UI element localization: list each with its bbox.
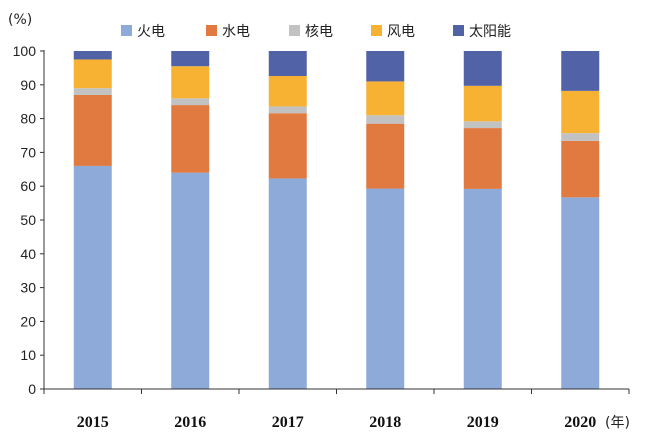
legend-label: 水电 — [222, 24, 250, 40]
bar-segment — [268, 106, 307, 114]
bar-segment — [171, 98, 210, 106]
bar-segment — [268, 51, 307, 77]
bar-segment — [366, 51, 405, 82]
x-tick-label: 2020 — [564, 414, 596, 431]
bar-segment — [366, 81, 405, 116]
bar-segment — [463, 51, 502, 86]
bars — [73, 51, 600, 389]
y-tick-label: 20 — [20, 313, 36, 329]
bar-segment — [73, 59, 112, 89]
bar-segment — [463, 128, 502, 189]
bar-segment — [463, 188, 502, 389]
bar-segment — [366, 115, 405, 124]
axes — [43, 50, 629, 390]
y-tick-label: 100 — [13, 43, 37, 59]
x-tick-label: 2019 — [467, 414, 499, 431]
y-tick-label: 60 — [20, 178, 36, 194]
legend-label: 风电 — [387, 24, 415, 40]
bar-segment — [268, 76, 307, 107]
x-axis-unit: (年) — [605, 415, 630, 431]
legend-label: 太阳能 — [469, 24, 511, 40]
legend-swatch — [206, 25, 217, 36]
bar-segment — [73, 88, 112, 95]
bar-segment — [171, 172, 210, 389]
bar-segment — [268, 113, 307, 179]
y-tick-label: 10 — [20, 347, 36, 363]
bar-segment — [366, 123, 405, 189]
bar-segment — [561, 133, 600, 141]
bar-segment — [561, 51, 600, 91]
legend-label: 核电 — [305, 24, 333, 40]
y-tick-label: 0 — [28, 381, 36, 397]
bar-segment — [73, 165, 112, 389]
legend-swatch — [121, 25, 132, 36]
x-tick-label: 2015 — [77, 414, 109, 431]
legend-swatch — [453, 25, 464, 36]
y-tick-label: 80 — [20, 111, 36, 127]
y-axis-unit: (%) — [8, 12, 32, 28]
bar-segment — [561, 90, 600, 134]
bar-segment — [73, 51, 112, 60]
legend-label: 火电 — [137, 24, 165, 40]
bar-segment — [463, 85, 502, 122]
y-tick-label: 50 — [20, 212, 36, 228]
y-tick-label: 70 — [20, 144, 36, 160]
bar-segment — [171, 105, 210, 173]
x-tick-label: 2018 — [369, 414, 401, 431]
bar-segment — [561, 197, 600, 389]
legend: 火电 水电 核电 风电 太阳能 — [121, 24, 511, 40]
legend-swatch — [289, 25, 300, 36]
x-axis-ticks: 2015 2016 2017 2018 2019 2020 — [43, 389, 630, 431]
bar-segment — [171, 51, 210, 67]
y-axis-ticks: 0 10 20 30 40 50 60 70 80 90 100 — [13, 43, 44, 397]
bar-segment — [171, 66, 210, 99]
bar-segment — [463, 121, 502, 129]
bar-segment — [268, 178, 307, 389]
y-tick-label: 40 — [20, 246, 36, 262]
y-tick-label: 90 — [20, 77, 36, 93]
x-tick-label: 2017 — [272, 414, 304, 431]
y-tick-label: 30 — [20, 280, 36, 296]
bar-segment — [561, 140, 600, 198]
bar-segment — [366, 188, 405, 389]
x-tick-label: 2016 — [174, 414, 206, 431]
legend-swatch — [371, 25, 382, 36]
bar-segment — [73, 94, 112, 166]
